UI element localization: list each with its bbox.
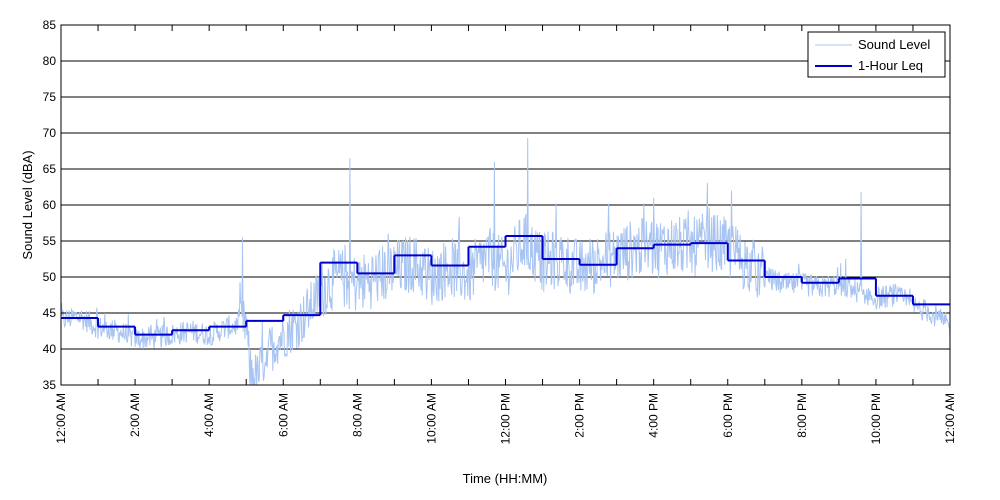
axis-ticks	[60, 24, 951, 386]
y-tick-label-60: 60	[43, 198, 57, 212]
x-tick-label-2: 2:00 AM	[128, 393, 142, 437]
y-tick-label-40: 40	[43, 342, 57, 356]
y-tick-label-50: 50	[43, 270, 57, 284]
x-tick-label-12: 12:00 PM	[499, 393, 513, 444]
x-tick-label-6: 6:00 AM	[276, 393, 290, 437]
x-tick-label-18: 6:00 PM	[721, 393, 735, 438]
y-tick-label-85: 85	[43, 18, 57, 32]
legend-label-1-hour-leq: 1-Hour Leq	[858, 58, 923, 73]
y-tick-label-55: 55	[43, 234, 57, 248]
y-axis-title: Sound Level (dBA)	[20, 150, 35, 259]
y-tick-label-70: 70	[43, 126, 57, 140]
legend-box	[807, 31, 946, 78]
x-axis-title: Time (HH:MM)	[463, 471, 548, 486]
x-tick-label-8: 8:00 AM	[350, 393, 364, 437]
y-tick-label-75: 75	[43, 90, 57, 104]
x-tick-label-10: 10:00 AM	[424, 393, 438, 444]
x-tick-label-20: 8:00 PM	[795, 393, 809, 438]
series-sound-level-line	[60, 137, 951, 386]
series-1-hour-leq	[61, 234, 950, 336]
x-tick-label-22: 10:00 PM	[869, 393, 883, 444]
legend: Sound Level 1-Hour Leq	[807, 31, 946, 78]
y-tick-label-80: 80	[43, 54, 57, 68]
tick-labels: 35 40 45 50 55 60 65 70 75 80 85 12:00 AM 2:00 AM 4:0…	[43, 18, 957, 444]
x-tick-label-14: 2:00 PM	[573, 393, 587, 438]
x-tick-label-24: 12:00 AM	[943, 393, 957, 444]
legend-label-sound-level: Sound Level	[858, 37, 930, 52]
x-tick-label-16: 4:00 PM	[647, 393, 661, 438]
y-tick-label-65: 65	[43, 162, 57, 176]
x-tick-label-4: 4:00 AM	[202, 393, 216, 437]
y-tick-label-35: 35	[43, 378, 57, 392]
x-tick-label-0: 12:00 AM	[54, 393, 68, 444]
series-layer	[60, 137, 951, 386]
y-tick-label-45: 45	[43, 306, 57, 320]
